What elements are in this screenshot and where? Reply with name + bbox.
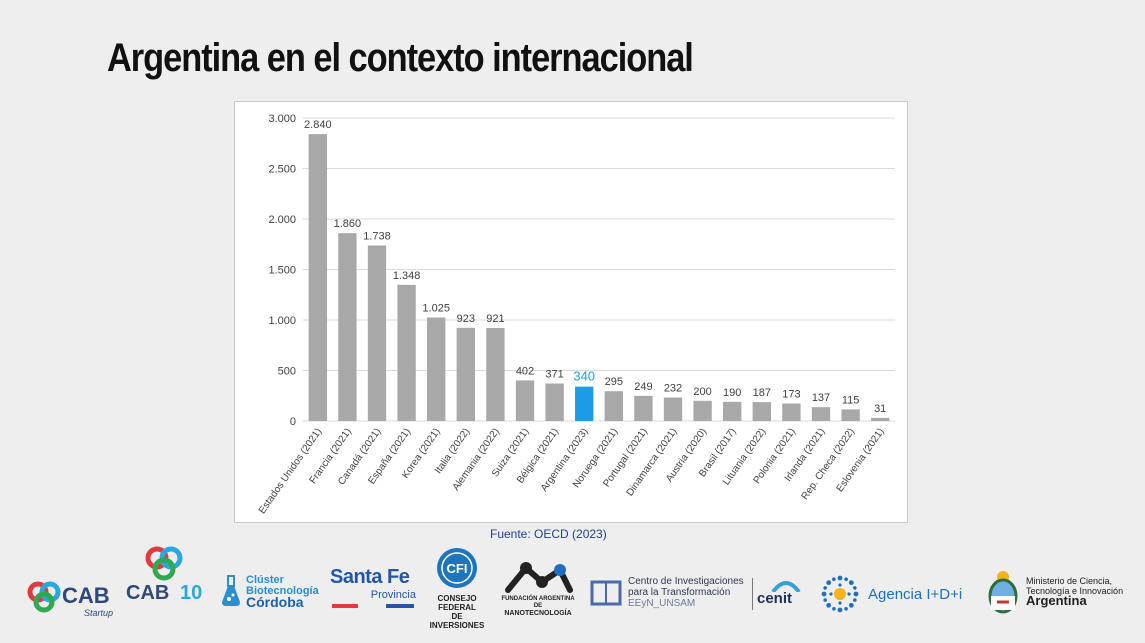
bar	[456, 327, 475, 421]
bar	[515, 380, 535, 421]
cfi-line2: DE INVERSIONES	[429, 612, 485, 630]
y-tick-label: 1.000	[268, 315, 296, 327]
cab-knot-icon	[145, 546, 183, 581]
bar-value-label: 340	[573, 369, 595, 384]
dotted-sun-icon	[821, 575, 859, 613]
cab-startup-tagline: Startup	[84, 608, 114, 618]
santa-fe-red-bar	[332, 604, 358, 608]
bar-value-label: 1.348	[393, 270, 421, 282]
bar-value-label: 232	[664, 383, 682, 395]
bar-value-label: 371	[545, 369, 563, 381]
y-tick-label: 0	[290, 416, 296, 428]
bar	[545, 383, 564, 421]
cluster-biotecnologia-logo: Clúster Biotecnología Córdoba	[220, 573, 319, 610]
y-tick-label: 2.500	[268, 164, 296, 176]
bar-value-label: 31	[874, 403, 886, 415]
bar	[782, 403, 801, 421]
logo-strip: CAB Startup CAB 10 Clúster Biotecnol	[0, 540, 1145, 640]
bar-value-label: 1.025	[422, 302, 450, 314]
bar-value-label: 137	[812, 392, 830, 404]
bar-value-label: 923	[457, 313, 475, 325]
agencia-logo: Agencia I+D+i	[818, 572, 962, 616]
cluster-line3: Córdoba	[246, 593, 304, 610]
bar	[634, 395, 653, 421]
ministerio-line3: Argentina	[1026, 593, 1087, 608]
bar	[427, 317, 446, 421]
bar	[338, 233, 357, 421]
cit-line2: para la Transformación	[628, 587, 731, 598]
nano-line2: NANOTECNOLOGÍA	[504, 610, 572, 617]
santa-fe-logo: Santa Fe Provincia	[330, 566, 416, 612]
ministerio-logo: Ministerio de Ciencia, Tecnología e Inno…	[986, 568, 1123, 614]
cenit-name: cenit	[757, 590, 793, 607]
bar	[841, 409, 860, 421]
cit-line1: Centro de Investigaciones	[628, 576, 744, 587]
cab-10-name: CAB	[126, 582, 170, 604]
bar-value-label: 190	[723, 387, 741, 399]
bar	[486, 327, 505, 421]
bar	[871, 417, 890, 421]
bar-value-label: 921	[486, 313, 504, 325]
cfi-line1: CONSEJO FEDERAL	[437, 594, 477, 612]
bar-value-label: 402	[516, 365, 534, 377]
cfi-seal-icon: CFI	[437, 548, 477, 588]
santa-fe-provincia: Provincia	[370, 589, 416, 601]
ministerio-line2: Tecnología e Innovación	[1026, 586, 1124, 596]
bar	[575, 386, 594, 421]
bar-value-label: 295	[605, 376, 623, 388]
book-icon	[590, 580, 622, 605]
cab-startup-name: CAB	[62, 583, 110, 608]
bar	[308, 134, 327, 421]
bar	[397, 284, 416, 421]
coat-of-arms-icon	[988, 571, 1018, 614]
bar-value-label: 249	[634, 381, 652, 393]
bar-chart: 0 500 1.000 1.500 2.000 2.500 3.000 2.840 Estado…	[234, 101, 908, 523]
bar	[367, 245, 387, 421]
cenit-arc-icon	[771, 581, 801, 592]
chart-canvas: 05001.0001.5002.0002.5003.0002.840Estado…	[257, 113, 895, 516]
bar-value-label: 173	[782, 389, 800, 401]
cab-10-logo: CAB 10	[126, 544, 208, 614]
nanotecnologia-logo: FUNDACIÓN ARGENTINA DE NANOTECNOLOGÍA	[500, 560, 576, 617]
bar	[811, 407, 831, 421]
bar-value-label: 2.840	[304, 119, 332, 131]
bar-value-label: 200	[693, 386, 711, 398]
bar-value-label: 1.738	[363, 230, 391, 242]
cab-10-badge: 10	[180, 582, 203, 604]
bar	[693, 400, 712, 421]
ministerio-line1: Ministerio de Ciencia,	[1026, 576, 1113, 586]
bar-value-label: 1.860	[334, 218, 362, 230]
nano-line1: FUNDACIÓN ARGENTINA DE	[501, 596, 575, 609]
bar	[723, 401, 742, 421]
cab-startup-logo: CAB Startup	[26, 578, 113, 618]
cit-line3: EEyN_UNSAM	[628, 598, 696, 609]
cfi-logo: CFI CONSEJO FEDERAL DE INVERSIONES	[424, 546, 490, 630]
bar-value-label: 115	[842, 394, 860, 406]
cfi-badge: CFI	[447, 561, 468, 576]
cluster-line1: Clúster	[246, 573, 284, 586]
slide-title: Argentina en el contexto internacional	[107, 36, 694, 80]
molecule-icon	[505, 562, 573, 593]
cenit-logo: cenit	[752, 578, 807, 610]
bar	[663, 397, 683, 421]
cluster-line2: Biotecnología	[246, 584, 319, 597]
santa-fe-name: Santa Fe	[330, 566, 410, 588]
x-category-label: Rep. Checa (2022)	[800, 426, 857, 502]
bar-value-label: 187	[753, 387, 771, 399]
agencia-name: Agencia I+D+i	[868, 585, 963, 603]
cit-logo: Centro de Investigaciones para la Transf…	[590, 576, 744, 609]
bar	[604, 391, 623, 421]
y-tick-label: 3.000	[268, 113, 296, 125]
bar	[752, 402, 771, 421]
y-tick-label: 2.000	[268, 214, 296, 226]
cab-knot-icon	[27, 581, 61, 613]
y-tick-label: 500	[278, 366, 296, 378]
y-tick-label: 1.500	[268, 265, 296, 277]
santa-fe-blue-bar	[386, 604, 414, 608]
chart-source: Fuente: OECD (2023)	[490, 527, 607, 541]
flask-icon	[222, 575, 240, 606]
